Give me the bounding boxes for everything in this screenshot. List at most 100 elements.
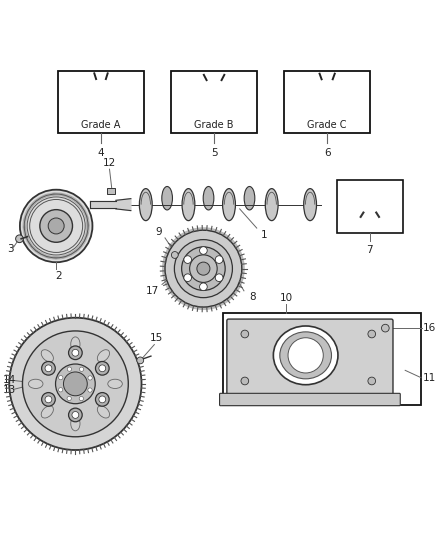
Wedge shape [34, 248, 37, 252]
Wedge shape [65, 254, 67, 258]
Wedge shape [36, 251, 39, 254]
Circle shape [197, 262, 210, 275]
Wedge shape [48, 255, 49, 259]
Wedge shape [52, 256, 53, 259]
Wedge shape [85, 236, 88, 237]
Wedge shape [84, 213, 87, 215]
Circle shape [88, 388, 92, 392]
Wedge shape [75, 200, 78, 203]
Circle shape [59, 387, 63, 392]
Ellipse shape [97, 350, 110, 362]
Wedge shape [60, 193, 62, 196]
Text: Grade A: Grade A [81, 119, 121, 130]
Wedge shape [35, 199, 38, 203]
Wedge shape [82, 240, 86, 243]
Wedge shape [58, 256, 60, 260]
Wedge shape [77, 201, 79, 204]
Circle shape [368, 330, 376, 338]
Ellipse shape [41, 406, 53, 418]
Wedge shape [71, 252, 74, 255]
Wedge shape [39, 252, 41, 255]
Wedge shape [67, 254, 70, 257]
Ellipse shape [273, 326, 338, 385]
Circle shape [20, 190, 92, 262]
Wedge shape [60, 192, 61, 196]
Circle shape [42, 393, 55, 406]
Ellipse shape [162, 187, 173, 210]
Circle shape [67, 397, 71, 401]
Wedge shape [50, 256, 52, 259]
Wedge shape [53, 192, 54, 196]
Circle shape [241, 377, 249, 385]
Wedge shape [84, 214, 88, 216]
Wedge shape [38, 198, 40, 201]
Wedge shape [39, 197, 41, 200]
Wedge shape [27, 241, 31, 244]
Wedge shape [66, 194, 67, 198]
Circle shape [79, 397, 84, 401]
Wedge shape [45, 194, 47, 198]
Wedge shape [85, 218, 89, 220]
Circle shape [182, 247, 225, 290]
Wedge shape [29, 205, 32, 208]
Text: 9: 9 [155, 227, 162, 237]
Circle shape [99, 396, 106, 403]
Wedge shape [31, 245, 34, 248]
Wedge shape [23, 228, 26, 229]
Ellipse shape [288, 338, 323, 373]
Text: 1: 1 [261, 230, 268, 240]
Wedge shape [82, 209, 86, 212]
Circle shape [69, 408, 82, 422]
Wedge shape [46, 255, 48, 258]
Wedge shape [33, 201, 36, 204]
Circle shape [174, 240, 233, 297]
Wedge shape [44, 195, 46, 198]
Circle shape [64, 372, 87, 396]
Wedge shape [30, 204, 33, 207]
Circle shape [45, 396, 52, 403]
Wedge shape [62, 193, 63, 197]
Wedge shape [52, 192, 53, 196]
Text: 12: 12 [103, 158, 116, 168]
Wedge shape [64, 255, 65, 259]
Wedge shape [80, 206, 83, 208]
Wedge shape [25, 214, 28, 216]
Wedge shape [82, 208, 85, 211]
Wedge shape [47, 193, 49, 197]
Wedge shape [86, 226, 90, 227]
Wedge shape [41, 196, 43, 199]
Wedge shape [78, 203, 81, 206]
Circle shape [56, 364, 95, 403]
Wedge shape [23, 219, 27, 221]
Circle shape [99, 365, 106, 372]
Wedge shape [86, 229, 89, 231]
Wedge shape [86, 221, 89, 222]
Wedge shape [27, 240, 30, 243]
Wedge shape [23, 231, 27, 232]
Wedge shape [64, 193, 65, 197]
Bar [171, 71, 257, 133]
Wedge shape [35, 249, 37, 252]
Ellipse shape [28, 379, 43, 389]
Wedge shape [24, 233, 27, 235]
Wedge shape [69, 196, 71, 199]
Wedge shape [71, 197, 73, 200]
Text: 7: 7 [367, 245, 373, 255]
Ellipse shape [182, 189, 195, 221]
Wedge shape [83, 211, 86, 213]
Wedge shape [86, 224, 90, 225]
Wedge shape [65, 194, 67, 197]
Wedge shape [42, 195, 44, 199]
Ellipse shape [223, 189, 235, 221]
Wedge shape [77, 247, 80, 250]
Wedge shape [25, 236, 28, 238]
Text: 6: 6 [324, 148, 331, 158]
Wedge shape [37, 251, 40, 254]
Ellipse shape [97, 406, 110, 418]
Wedge shape [23, 220, 27, 222]
Circle shape [9, 318, 141, 450]
Wedge shape [48, 193, 50, 197]
Wedge shape [25, 213, 28, 215]
Wedge shape [78, 246, 81, 249]
Wedge shape [23, 218, 27, 220]
